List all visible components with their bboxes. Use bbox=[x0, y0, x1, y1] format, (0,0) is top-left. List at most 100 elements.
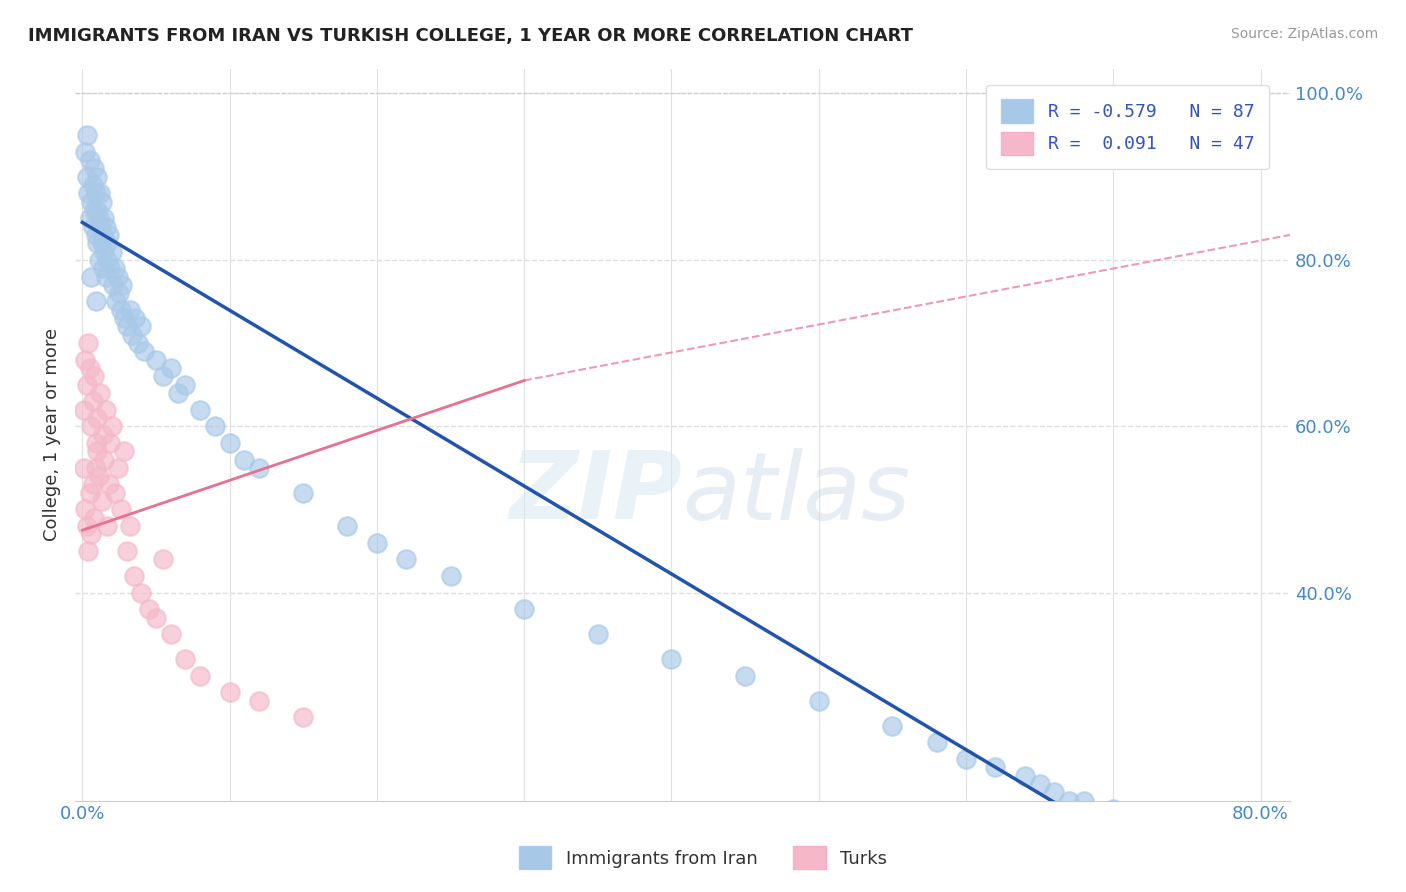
Point bbox=[112, 311, 135, 326]
Point bbox=[204, 419, 226, 434]
Point bbox=[366, 535, 388, 549]
Point bbox=[104, 261, 127, 276]
Point bbox=[94, 269, 117, 284]
Point bbox=[76, 169, 98, 184]
Point bbox=[104, 485, 127, 500]
Point bbox=[93, 211, 115, 226]
Point bbox=[188, 669, 211, 683]
Point bbox=[75, 145, 97, 159]
Point bbox=[103, 277, 125, 292]
Point bbox=[83, 161, 105, 176]
Point bbox=[77, 336, 100, 351]
Point bbox=[77, 544, 100, 558]
Y-axis label: College, 1 year or more: College, 1 year or more bbox=[44, 328, 60, 541]
Point bbox=[80, 269, 103, 284]
Point bbox=[513, 602, 536, 616]
Point bbox=[96, 252, 118, 267]
Point bbox=[89, 186, 111, 201]
Point bbox=[247, 460, 270, 475]
Point bbox=[110, 502, 132, 516]
Point bbox=[87, 469, 110, 483]
Point bbox=[86, 169, 108, 184]
Point bbox=[84, 436, 107, 450]
Text: atlas: atlas bbox=[682, 448, 911, 539]
Point bbox=[138, 602, 160, 616]
Point bbox=[112, 444, 135, 458]
Point bbox=[218, 436, 240, 450]
Point bbox=[807, 694, 830, 708]
Point bbox=[174, 377, 197, 392]
Point bbox=[129, 585, 152, 599]
Point bbox=[94, 402, 117, 417]
Point bbox=[292, 485, 315, 500]
Point bbox=[76, 128, 98, 142]
Point bbox=[76, 519, 98, 533]
Point bbox=[101, 419, 124, 434]
Legend: Immigrants from Iran, Turks: Immigrants from Iran, Turks bbox=[509, 838, 897, 879]
Point bbox=[1073, 794, 1095, 808]
Point bbox=[87, 211, 110, 226]
Point bbox=[91, 427, 114, 442]
Point bbox=[118, 302, 141, 317]
Point bbox=[247, 694, 270, 708]
Point bbox=[84, 227, 107, 242]
Point bbox=[124, 311, 146, 326]
Point bbox=[80, 194, 103, 209]
Point bbox=[107, 269, 129, 284]
Point bbox=[76, 377, 98, 392]
Point bbox=[925, 735, 948, 749]
Point bbox=[84, 294, 107, 309]
Point bbox=[90, 236, 112, 251]
Point bbox=[439, 569, 461, 583]
Point bbox=[73, 402, 96, 417]
Point bbox=[1014, 769, 1036, 783]
Point bbox=[134, 344, 156, 359]
Point bbox=[90, 194, 112, 209]
Point bbox=[218, 685, 240, 699]
Point bbox=[93, 244, 115, 259]
Point bbox=[1161, 810, 1184, 824]
Point bbox=[79, 485, 101, 500]
Point bbox=[87, 252, 110, 267]
Point bbox=[97, 227, 120, 242]
Point bbox=[86, 236, 108, 251]
Point bbox=[98, 436, 121, 450]
Point bbox=[84, 460, 107, 475]
Point bbox=[1028, 777, 1050, 791]
Point bbox=[93, 452, 115, 467]
Point bbox=[82, 394, 104, 409]
Point bbox=[955, 752, 977, 766]
Point bbox=[75, 502, 97, 516]
Point bbox=[73, 460, 96, 475]
Point bbox=[110, 302, 132, 317]
Point bbox=[79, 211, 101, 226]
Point bbox=[89, 386, 111, 401]
Point bbox=[336, 519, 359, 533]
Point bbox=[233, 452, 256, 467]
Text: ZIP: ZIP bbox=[509, 447, 682, 539]
Point bbox=[105, 294, 128, 309]
Point bbox=[1132, 810, 1154, 824]
Point bbox=[115, 544, 138, 558]
Point bbox=[83, 510, 105, 524]
Point bbox=[188, 402, 211, 417]
Point bbox=[152, 369, 174, 384]
Point bbox=[77, 186, 100, 201]
Point bbox=[94, 219, 117, 234]
Point bbox=[107, 460, 129, 475]
Point bbox=[96, 236, 118, 251]
Point bbox=[882, 719, 904, 733]
Legend: R = -0.579   N = 87, R =  0.091   N = 47: R = -0.579 N = 87, R = 0.091 N = 47 bbox=[987, 85, 1268, 169]
Point bbox=[129, 319, 152, 334]
Point bbox=[984, 760, 1007, 774]
Point bbox=[174, 652, 197, 666]
Point bbox=[152, 552, 174, 566]
Point bbox=[84, 186, 107, 201]
Point bbox=[395, 552, 418, 566]
Point bbox=[82, 219, 104, 234]
Point bbox=[82, 178, 104, 192]
Point bbox=[1191, 819, 1213, 833]
Point bbox=[1057, 794, 1080, 808]
Point bbox=[79, 153, 101, 167]
Point bbox=[1220, 827, 1243, 841]
